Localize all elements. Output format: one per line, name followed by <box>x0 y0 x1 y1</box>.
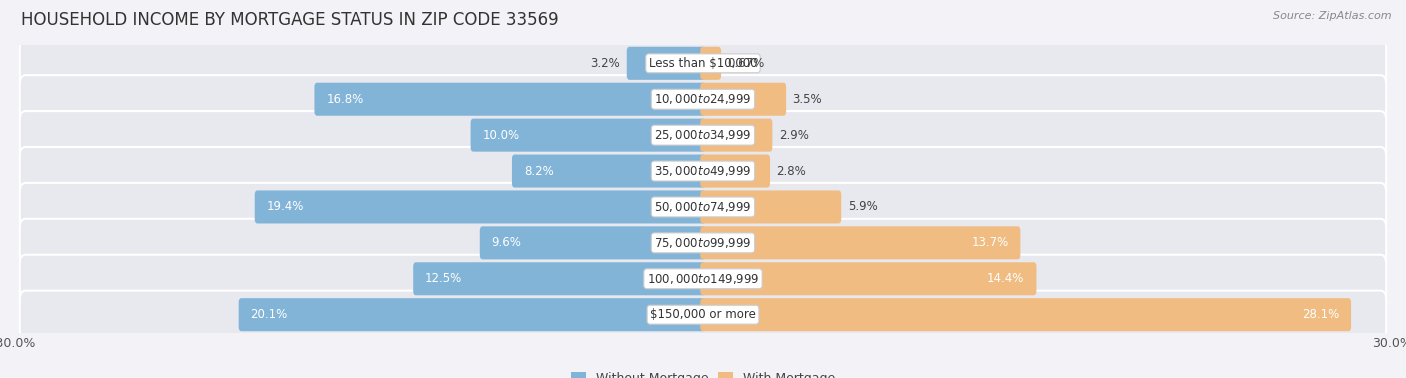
Text: HOUSEHOLD INCOME BY MORTGAGE STATUS IN ZIP CODE 33569: HOUSEHOLD INCOME BY MORTGAGE STATUS IN Z… <box>21 11 558 29</box>
FancyBboxPatch shape <box>20 219 1386 267</box>
FancyBboxPatch shape <box>239 298 706 331</box>
Text: $100,000 to $149,999: $100,000 to $149,999 <box>647 272 759 286</box>
FancyBboxPatch shape <box>20 147 1386 195</box>
FancyBboxPatch shape <box>20 291 1386 339</box>
FancyBboxPatch shape <box>479 226 706 259</box>
FancyBboxPatch shape <box>627 47 706 80</box>
Text: $75,000 to $99,999: $75,000 to $99,999 <box>654 236 752 250</box>
FancyBboxPatch shape <box>700 155 770 187</box>
Text: $50,000 to $74,999: $50,000 to $74,999 <box>654 200 752 214</box>
Text: 10.0%: 10.0% <box>482 129 520 142</box>
FancyBboxPatch shape <box>700 298 1351 331</box>
FancyBboxPatch shape <box>20 75 1386 123</box>
Text: 3.5%: 3.5% <box>793 93 823 106</box>
FancyBboxPatch shape <box>700 83 786 116</box>
FancyBboxPatch shape <box>700 119 772 152</box>
Text: 0.67%: 0.67% <box>727 57 765 70</box>
Text: 2.9%: 2.9% <box>779 129 808 142</box>
Text: 19.4%: 19.4% <box>267 200 304 214</box>
Text: $150,000 or more: $150,000 or more <box>650 308 756 321</box>
FancyBboxPatch shape <box>700 191 841 223</box>
Text: Source: ZipAtlas.com: Source: ZipAtlas.com <box>1274 11 1392 21</box>
Text: 20.1%: 20.1% <box>250 308 288 321</box>
Text: Less than $10,000: Less than $10,000 <box>648 57 758 70</box>
Text: 5.9%: 5.9% <box>848 200 877 214</box>
Text: $25,000 to $34,999: $25,000 to $34,999 <box>654 128 752 142</box>
FancyBboxPatch shape <box>471 119 706 152</box>
Text: $10,000 to $24,999: $10,000 to $24,999 <box>654 92 752 106</box>
Text: 13.7%: 13.7% <box>972 236 1008 249</box>
FancyBboxPatch shape <box>700 47 721 80</box>
FancyBboxPatch shape <box>20 39 1386 87</box>
Text: $35,000 to $49,999: $35,000 to $49,999 <box>654 164 752 178</box>
FancyBboxPatch shape <box>315 83 706 116</box>
Text: 3.2%: 3.2% <box>591 57 620 70</box>
FancyBboxPatch shape <box>254 191 706 223</box>
FancyBboxPatch shape <box>512 155 706 187</box>
Text: 8.2%: 8.2% <box>524 164 554 178</box>
FancyBboxPatch shape <box>20 183 1386 231</box>
Text: 12.5%: 12.5% <box>425 272 463 285</box>
Text: 9.6%: 9.6% <box>492 236 522 249</box>
FancyBboxPatch shape <box>413 262 706 295</box>
FancyBboxPatch shape <box>20 255 1386 303</box>
Text: 16.8%: 16.8% <box>326 93 364 106</box>
FancyBboxPatch shape <box>700 262 1036 295</box>
FancyBboxPatch shape <box>20 111 1386 159</box>
Legend: Without Mortgage, With Mortgage: Without Mortgage, With Mortgage <box>565 367 841 378</box>
Text: 28.1%: 28.1% <box>1302 308 1339 321</box>
Text: 14.4%: 14.4% <box>987 272 1025 285</box>
Text: 2.8%: 2.8% <box>776 164 806 178</box>
FancyBboxPatch shape <box>700 226 1021 259</box>
